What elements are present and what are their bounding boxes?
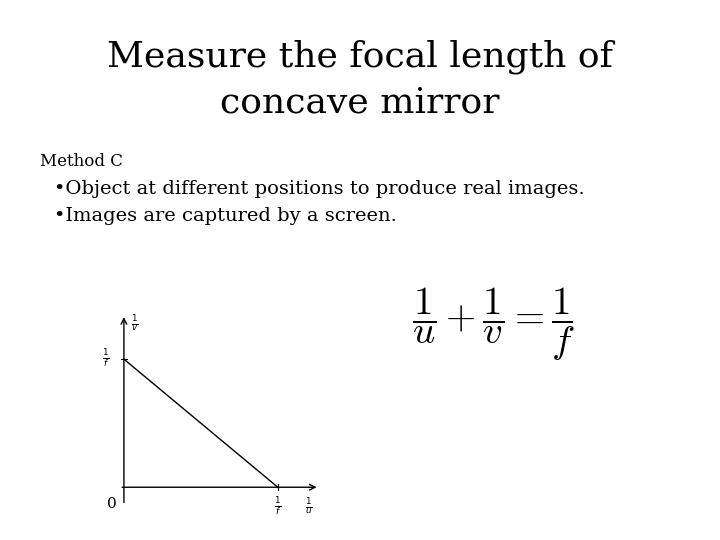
Text: $\dfrac{1}{u}+\dfrac{1}{v}=\dfrac{1}{f}$: $\dfrac{1}{u}+\dfrac{1}{v}=\dfrac{1}{f}$ [412,286,575,362]
Text: $\frac{1}{f}$: $\frac{1}{f}$ [102,348,109,370]
Text: $\frac{1}{v}$: $\frac{1}{v}$ [131,313,138,334]
Text: Measure the focal length of: Measure the focal length of [107,39,613,74]
Text: •Object at different positions to produce real images.: •Object at different positions to produc… [54,180,585,198]
Text: $\frac{1}{f}$: $\frac{1}{f}$ [274,495,282,518]
Text: $\frac{1}{u}$: $\frac{1}{u}$ [305,496,312,517]
Text: concave mirror: concave mirror [220,86,500,119]
Text: Method C: Method C [40,153,122,171]
Text: 0: 0 [107,497,117,511]
Text: •Images are captured by a screen.: •Images are captured by a screen. [54,207,397,225]
